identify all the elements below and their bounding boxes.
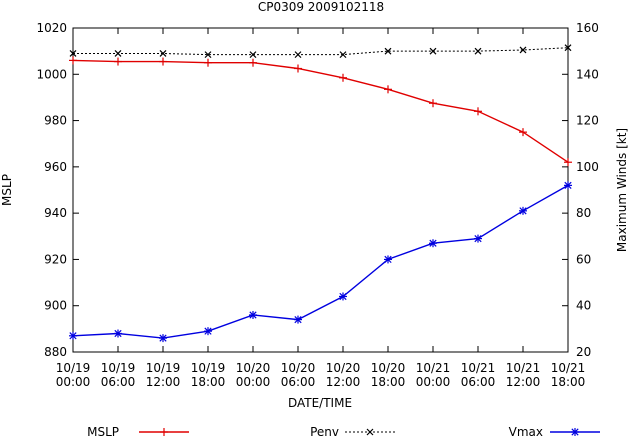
data-point-vmax <box>204 327 212 336</box>
x-tick-time: 06:00 <box>281 375 316 389</box>
data-point-penv <box>204 51 212 59</box>
series-line-penv <box>73 47 569 56</box>
data-point-vmax <box>294 315 302 324</box>
series-line-mslp <box>72 59 569 163</box>
right-tick-label: 80 <box>576 206 591 220</box>
x-tick-time: 12:00 <box>146 375 181 389</box>
x-tick-time: 00:00 <box>236 375 271 389</box>
data-point-penv <box>564 44 572 52</box>
right-tick-label: 120 <box>576 114 599 128</box>
x-tick-date: 10/21 <box>416 361 451 375</box>
x-tick-time: 18:00 <box>191 375 226 389</box>
data-point-mslp <box>159 57 167 66</box>
data-point-penv <box>69 50 77 57</box>
data-point-vmax <box>519 206 527 215</box>
y2-axis-label: Maximum Winds [kt] <box>615 128 629 252</box>
x-tick-time: 18:00 <box>371 375 406 389</box>
left-tick-label: 900 <box>44 299 67 313</box>
data-point-vmax <box>339 292 347 301</box>
x-tick-time: 00:00 <box>416 375 451 389</box>
legend-label-penv: Penv <box>310 425 339 437</box>
data-point-vmax <box>429 239 437 248</box>
left-tick-label: 960 <box>44 160 67 174</box>
left-tick-label: 980 <box>44 114 67 128</box>
right-tick-label: 140 <box>576 67 599 81</box>
data-point-penv <box>114 50 122 57</box>
data-point-mslp <box>384 85 392 94</box>
x-tick-time: 06:00 <box>461 375 496 389</box>
data-point-mslp <box>519 128 527 137</box>
data-point-mslp <box>114 57 122 66</box>
data-point-penv <box>339 51 347 59</box>
x-tick-time: 18:00 <box>551 375 586 389</box>
x-tick-date: 10/19 <box>56 361 91 375</box>
legend-marker-vmax <box>571 428 579 436</box>
right-tick-label: 60 <box>576 252 591 266</box>
data-point-vmax <box>159 334 167 343</box>
data-point-penv <box>159 50 167 57</box>
data-point-mslp <box>294 64 302 73</box>
data-point-mslp <box>249 58 257 67</box>
data-point-mslp <box>564 158 572 167</box>
data-point-mslp <box>474 107 482 116</box>
x-tick-date: 10/19 <box>191 361 226 375</box>
left-tick-label: 940 <box>44 206 67 220</box>
legend: MSLP Penv Vmax <box>87 425 600 437</box>
left-tick-label: 1000 <box>36 67 67 81</box>
data-point-vmax <box>249 310 257 319</box>
x-tick-date: 10/19 <box>146 361 181 375</box>
left-tick-label: 880 <box>44 345 67 359</box>
x-axis: 10/1900:0010/1906:0010/1912:0010/1918:00… <box>56 28 586 389</box>
series-line-vmax <box>72 184 569 339</box>
data-point-vmax <box>384 255 392 264</box>
left-axis: 880 900 920 940 960 980 1000 1020 <box>36 21 79 359</box>
x-tick-date: 10/20 <box>236 361 271 375</box>
data-point-penv <box>474 47 482 55</box>
data-point-penv <box>429 47 437 55</box>
right-tick-label: 160 <box>576 21 599 35</box>
data-point-penv <box>249 51 257 59</box>
left-tick-label: 920 <box>44 252 67 266</box>
right-tick-label: 20 <box>576 345 591 359</box>
x-tick-date: 10/21 <box>551 361 586 375</box>
data-point-vmax <box>114 329 122 338</box>
left-tick-label: 1020 <box>36 21 67 35</box>
legend-label-mslp: MSLP <box>87 425 119 437</box>
right-axis: 20 40 60 80 100 120 140 160 <box>562 21 599 359</box>
series-layer <box>69 44 572 343</box>
data-point-penv <box>519 46 527 54</box>
data-point-mslp <box>339 73 347 82</box>
x-tick-time: 06:00 <box>101 375 136 389</box>
x-tick-time: 12:00 <box>506 375 541 389</box>
data-point-vmax <box>564 181 572 190</box>
y-axis-label: MSLP <box>0 174 14 206</box>
legend-marker-penv <box>366 428 374 436</box>
x-tick-date: 10/21 <box>506 361 541 375</box>
x-tick-date: 10/21 <box>461 361 496 375</box>
x-tick-date: 10/19 <box>101 361 136 375</box>
data-point-vmax <box>474 234 482 243</box>
legend-marker-mslp <box>160 428 168 436</box>
right-tick-label: 100 <box>576 160 599 174</box>
legend-label-vmax: Vmax <box>509 425 543 437</box>
x-tick-time: 12:00 <box>326 375 361 389</box>
x-axis-label: DATE/TIME <box>288 396 352 410</box>
x-tick-date: 10/20 <box>371 361 406 375</box>
data-point-mslp <box>204 58 212 67</box>
data-point-penv <box>294 51 302 59</box>
x-tick-date: 10/20 <box>326 361 361 375</box>
right-tick-label: 40 <box>576 299 591 313</box>
chart-title: CP0309 2009102118 <box>258 0 384 14</box>
data-point-mslp <box>429 99 437 108</box>
x-tick-date: 10/20 <box>281 361 316 375</box>
data-point-penv <box>384 47 392 55</box>
data-point-vmax <box>69 331 77 340</box>
data-point-mslp <box>69 56 77 65</box>
x-tick-time: 00:00 <box>56 375 91 389</box>
plot-frame <box>72 27 569 353</box>
